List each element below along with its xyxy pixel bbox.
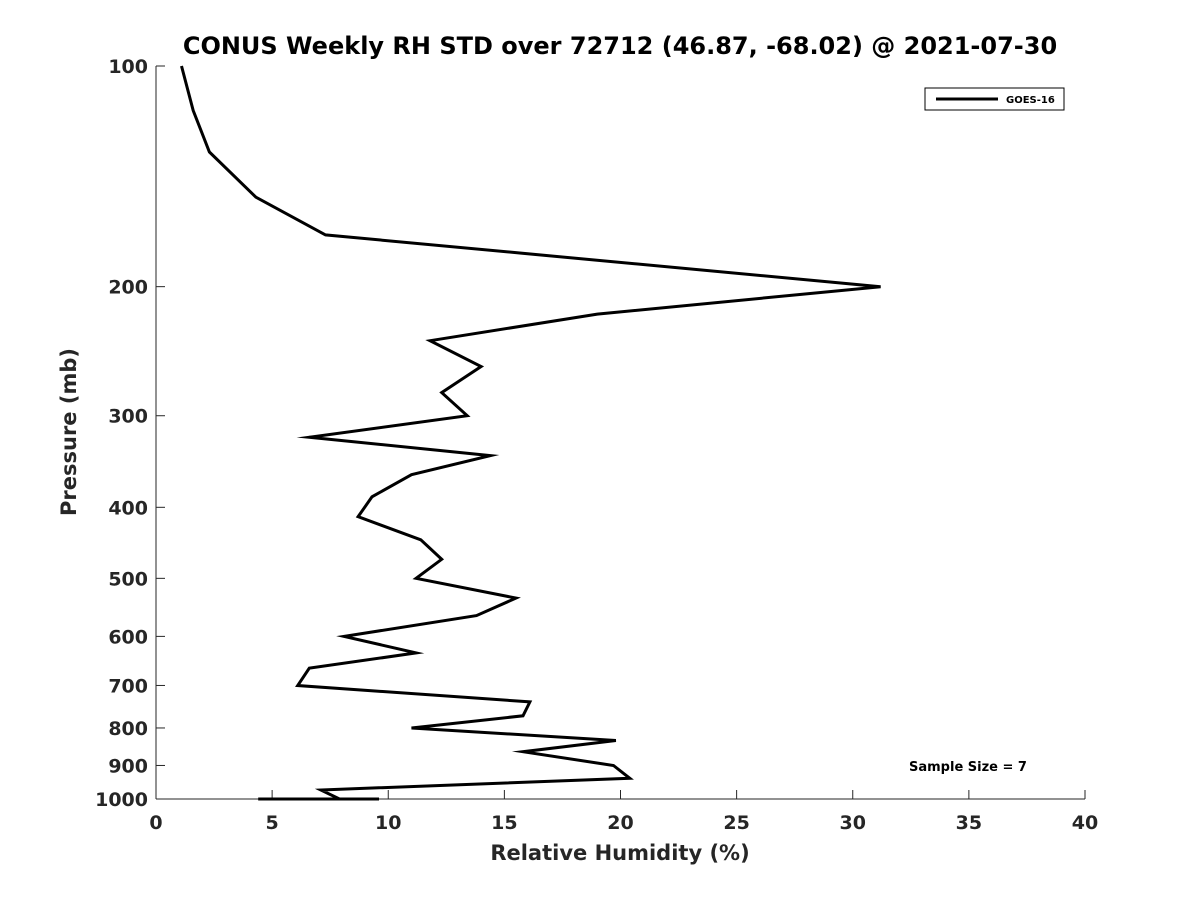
series-line-0 — [180, 65, 881, 801]
y-tick-label: 900 — [108, 755, 148, 777]
sample-size-annotation: Sample Size = 7 — [909, 760, 1027, 775]
x-tick-label: 35 — [956, 812, 982, 834]
x-axis-label: Relative Humidity (%) — [490, 841, 749, 865]
y-tick-label: 100 — [108, 56, 148, 78]
y-tick-label: 1000 — [95, 789, 148, 811]
x-tick-label: 30 — [840, 812, 866, 834]
legend: GOES-16 — [924, 87, 1065, 111]
y-tick-label: 800 — [108, 718, 148, 740]
series-layer — [180, 65, 881, 801]
y-tick-label: 600 — [108, 626, 148, 648]
legend-entry: GOES-16 — [1006, 95, 1055, 106]
y-tick-label: 700 — [108, 675, 148, 697]
y-tick-label: 400 — [108, 497, 148, 519]
y-tick-label: 200 — [108, 277, 148, 299]
x-tick-label: 0 — [149, 812, 162, 834]
x-tick-label: 20 — [607, 812, 633, 834]
x-tick-label: 5 — [266, 812, 279, 834]
y-tick-label: 500 — [108, 568, 148, 590]
y-tick-label: 300 — [108, 406, 148, 428]
x-tick-label: 10 — [375, 812, 401, 834]
chart-title: CONUS Weekly RH STD over 72712 (46.87, -… — [183, 32, 1057, 60]
x-tick-label: 15 — [491, 812, 517, 834]
y-axis-label: Pressure (mb) — [57, 348, 81, 516]
x-tick-label: 25 — [723, 812, 749, 834]
x-tick-label: 40 — [1072, 812, 1098, 834]
ticks: 0 5 10 15 20 25 30 35 40 100 200 300 400 500 600 700 800… — [95, 56, 1098, 834]
